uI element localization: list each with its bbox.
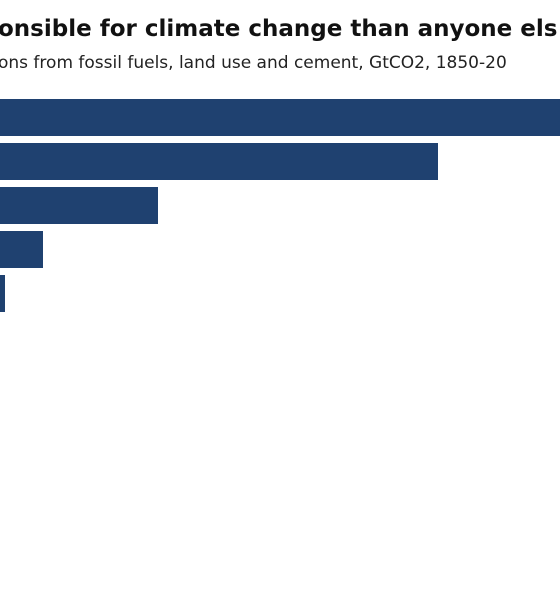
chart-title: onsible for climate change than anyone e…	[0, 16, 557, 42]
bar	[0, 187, 158, 224]
bar	[0, 99, 560, 136]
chart-subtitle: ons from fossil fuels, land use and ceme…	[0, 53, 507, 73]
bar	[0, 275, 5, 312]
bar	[0, 143, 438, 180]
bar	[0, 231, 43, 268]
